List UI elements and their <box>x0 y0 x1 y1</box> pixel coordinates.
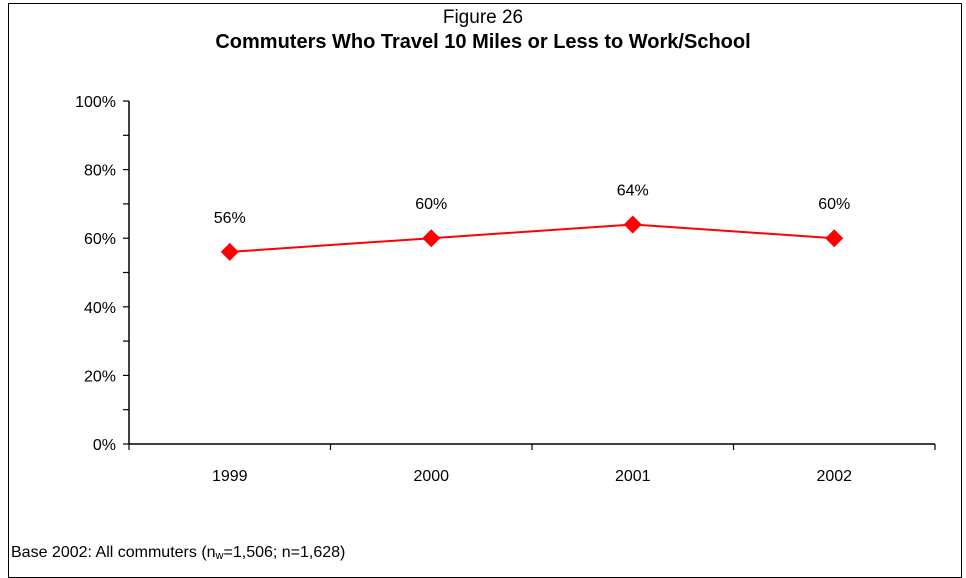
data-point-marker <box>825 229 844 248</box>
y-tick-label: 40% <box>84 300 116 317</box>
x-tick-label: 2000 <box>413 468 449 485</box>
y-tick-label: 60% <box>84 231 116 248</box>
data-label: 60% <box>415 196 447 213</box>
data-point-marker <box>220 242 239 261</box>
base-footnote: Base 2002: All commuters (nw=1,506; n=1,… <box>11 544 345 562</box>
footnote-prefix: Base 2002: All commuters (n <box>11 544 216 561</box>
footnote-suffix: =1,506; n=1,628) <box>223 544 346 561</box>
y-tick-label: 0% <box>93 437 116 454</box>
x-tick-label: 2002 <box>816 468 852 485</box>
data-label: 56% <box>214 210 246 227</box>
x-tick-label: 1999 <box>212 468 248 485</box>
series-line <box>229 223 835 253</box>
footnote-subscript: w <box>215 550 224 562</box>
chart-title: Commuters Who Travel 10 Miles or Less to… <box>215 31 751 53</box>
y-tick-label: 20% <box>84 368 116 385</box>
data-label: 60% <box>818 196 850 213</box>
y-tick-label: 100% <box>75 94 116 111</box>
data-point-marker <box>422 229 441 248</box>
x-tick-label: 2001 <box>615 468 651 485</box>
figure-label: Figure 26 <box>442 7 524 28</box>
data-label: 64% <box>617 182 649 199</box>
y-tick-label: 80% <box>84 163 116 180</box>
data-point-marker <box>623 215 642 234</box>
